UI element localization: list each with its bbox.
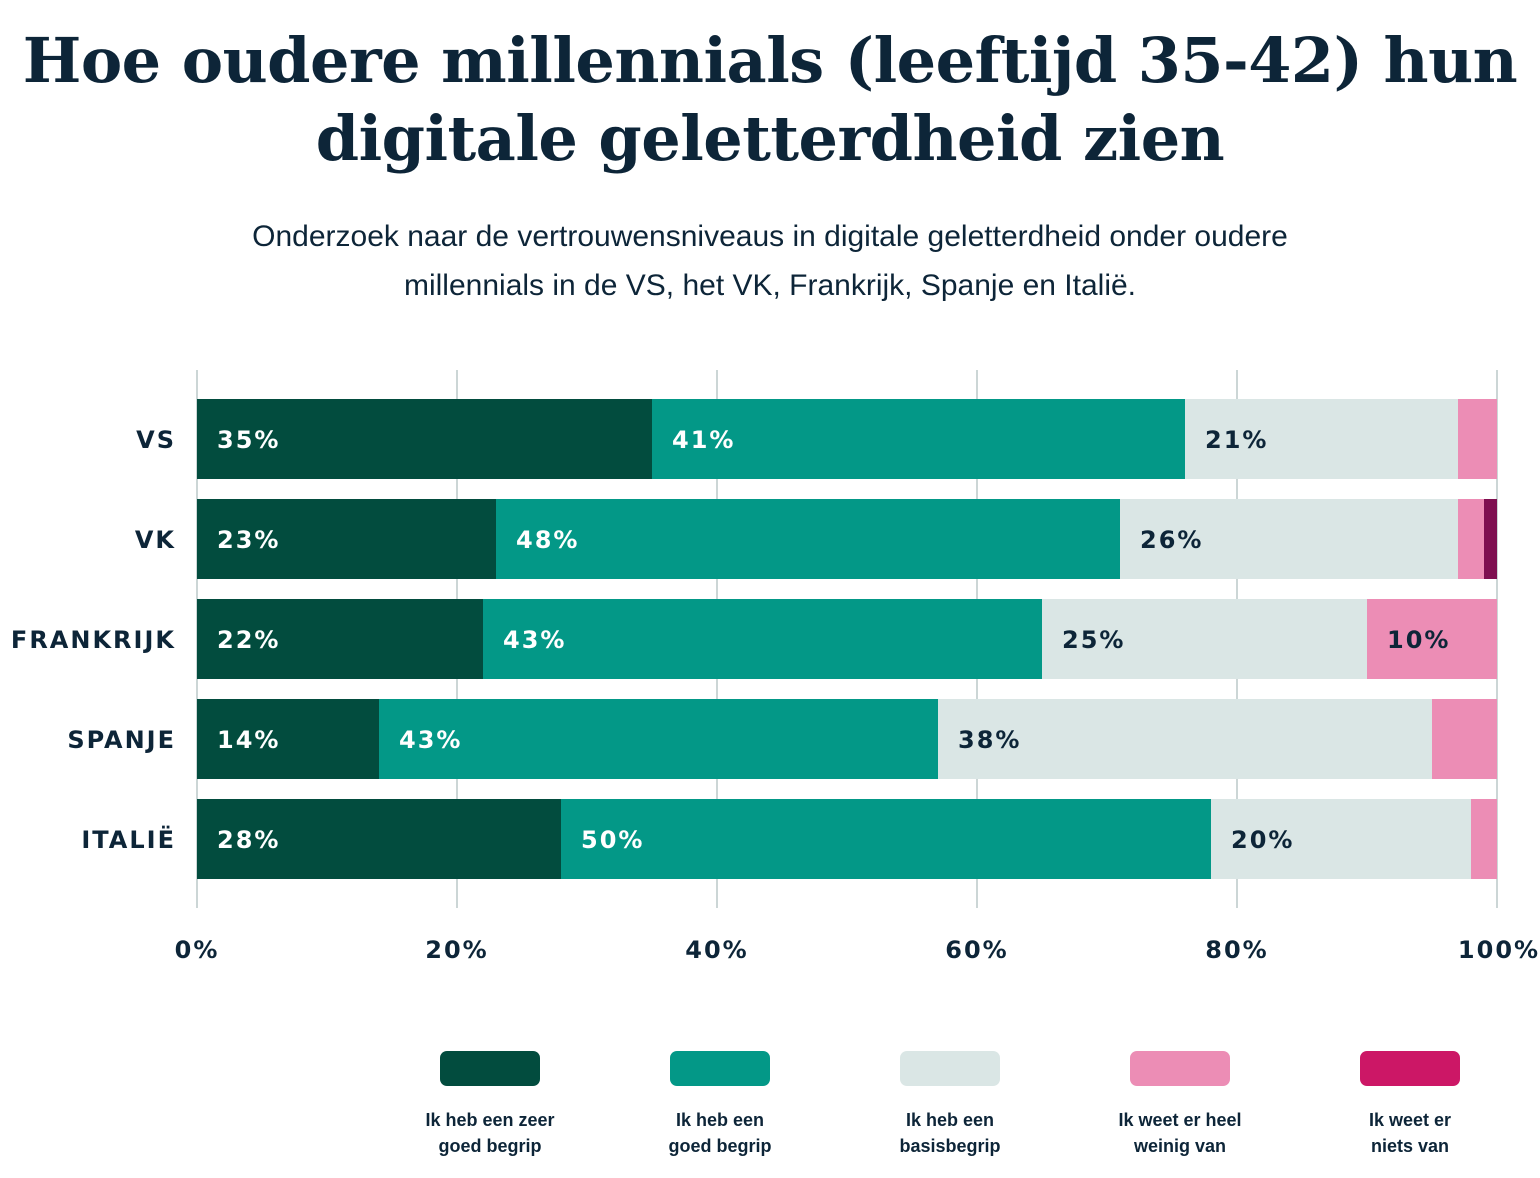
bar-segment	[1458, 499, 1484, 579]
data-label: 21%	[1205, 426, 1268, 454]
bar-segment	[379, 699, 938, 779]
chart-title: Hoe oudere millennials (leeftijd 35-42) …	[22, 24, 1518, 175]
bar-segment	[652, 399, 1185, 479]
bar-segment	[561, 799, 1211, 879]
bar-segment	[197, 799, 561, 879]
bar-segment	[1458, 399, 1497, 479]
legend-label: Ik heb een basisbegrip	[899, 1110, 1001, 1156]
x-tick-label: 60%	[945, 936, 1008, 964]
bar-segment	[496, 499, 1120, 579]
data-label: 43%	[503, 626, 566, 654]
data-label: 50%	[581, 826, 644, 854]
legend-swatch	[440, 1051, 540, 1086]
bar-segment	[197, 399, 652, 479]
data-label: 41%	[672, 426, 735, 454]
bar-segment	[483, 599, 1042, 679]
legend-item: Ik heb een basisbegrip	[870, 1051, 1030, 1159]
x-tick-label: 0%	[175, 936, 220, 964]
legend-item: Ik heb een goed begrip	[640, 1051, 800, 1159]
data-label: 25%	[1062, 626, 1125, 654]
category-label: SPANJE	[67, 726, 176, 754]
legend-swatch	[1130, 1051, 1230, 1086]
bar-segment	[1211, 799, 1471, 879]
category-label: FRANKRIJK	[11, 626, 176, 654]
data-label: 28%	[217, 826, 280, 854]
stacked-bar-chart: 0% 20% 40% 60% 80% 100% VS 35% 41% 21% VK 23% 48% 26%…	[11, 370, 1540, 964]
legend-swatch	[900, 1051, 1000, 1086]
data-label: 26%	[1140, 526, 1203, 554]
data-label: 48%	[516, 526, 579, 554]
data-label: 43%	[399, 726, 462, 754]
legend-label: Ik weet er heel weinig van	[1118, 1110, 1242, 1156]
x-tick-label: 40%	[685, 936, 748, 964]
bar-segment	[1432, 699, 1497, 779]
data-label: 38%	[958, 726, 1021, 754]
chart-subtitle: Onderzoek naar de vertrouwensniveaus in …	[252, 220, 1288, 302]
bar-segment	[1471, 799, 1497, 879]
data-label: 23%	[217, 526, 280, 554]
category-label: ITALIË	[81, 825, 176, 854]
legend-label: Ik weet er niets van	[1368, 1110, 1452, 1156]
data-label: 35%	[217, 426, 280, 454]
legend-swatch	[1360, 1051, 1460, 1086]
bar-segment	[197, 599, 483, 679]
bar-segment	[938, 699, 1432, 779]
x-tick-label: 20%	[425, 936, 488, 964]
bar-segment	[1185, 399, 1458, 479]
bar-segment	[1484, 499, 1497, 579]
data-label: 10%	[1387, 626, 1450, 654]
legend-item: Ik weet er heel weinig van	[1100, 1051, 1260, 1159]
x-tick-label: 100%	[1458, 936, 1540, 964]
data-label: 20%	[1231, 826, 1294, 854]
bar-segment	[1042, 599, 1367, 679]
legend-item: Ik weet er niets van	[1330, 1051, 1490, 1159]
legend-swatch	[670, 1051, 770, 1086]
legend-label: Ik heb een goed begrip	[668, 1110, 772, 1156]
bar-segment	[1120, 499, 1458, 579]
x-tick-label: 80%	[1205, 936, 1268, 964]
category-label: VS	[136, 426, 176, 454]
bar-segment	[1367, 599, 1497, 679]
legend-label: Ik heb een zeer goed begrip	[425, 1110, 555, 1156]
data-label: 14%	[217, 726, 280, 754]
bar-segment	[197, 499, 496, 579]
legend-item: Ik heb een zeer goed begrip	[410, 1051, 570, 1159]
category-label: VK	[135, 526, 176, 554]
data-label: 22%	[217, 626, 280, 654]
bar-segment	[197, 699, 379, 779]
